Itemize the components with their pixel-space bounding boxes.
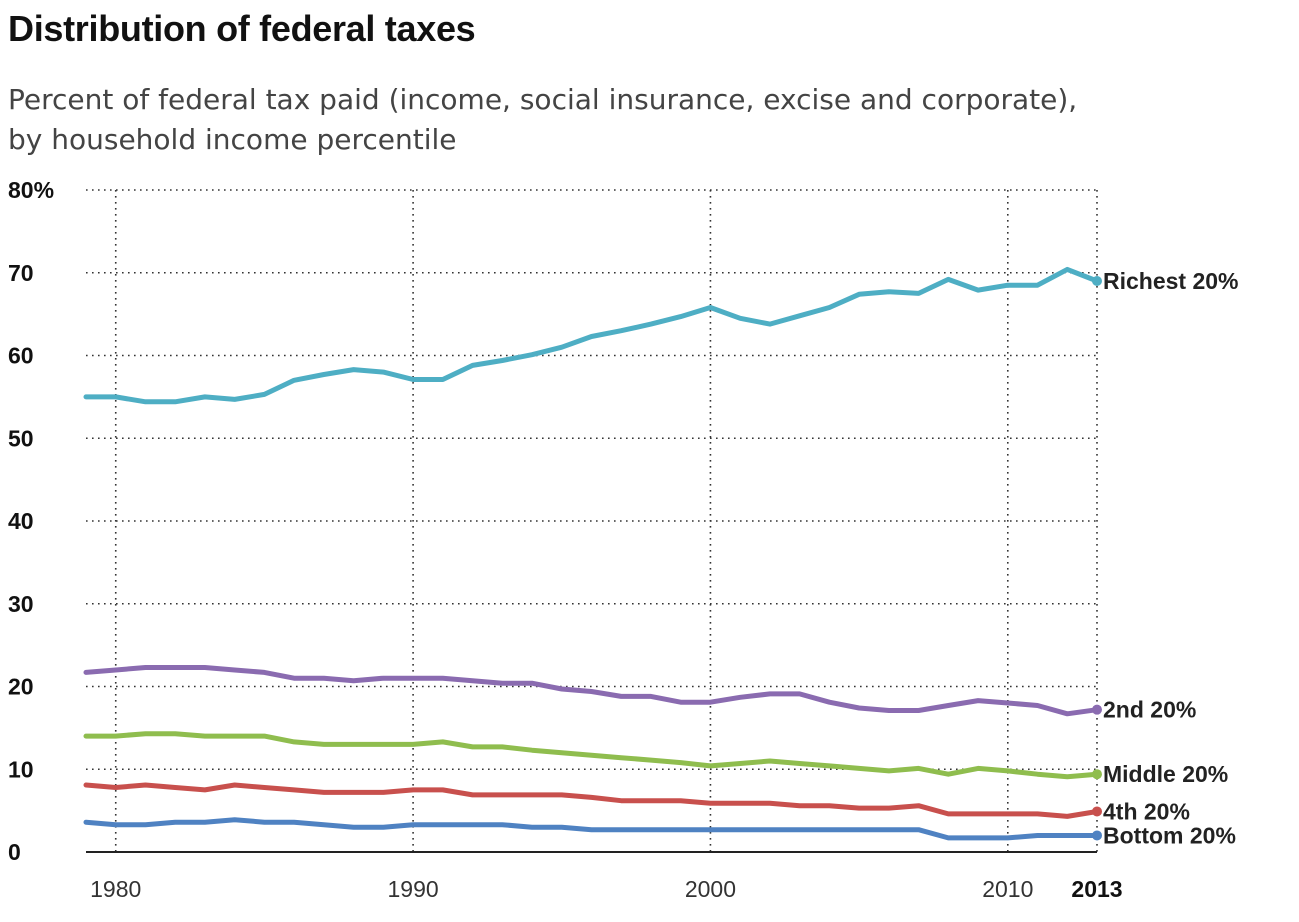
chart-title: Distribution of federal taxes [8, 8, 476, 49]
y-tick-label-50: 50 [8, 425, 34, 451]
y-tick-label-60: 60 [8, 343, 34, 369]
x-tick-label-1980: 1980 [90, 876, 141, 902]
vertical-gridlines [114, 190, 1098, 852]
x-tick-label-2013: 2013 [1071, 876, 1122, 902]
series-end-marker-richest-20 [1092, 276, 1102, 287]
y-tick-label-70: 70 [8, 260, 34, 286]
series-label-middle-20: Middle 20% [1103, 761, 1228, 787]
series-end-marker-2nd-20 [1092, 704, 1102, 715]
series-label-richest-20: Richest 20% [1103, 268, 1239, 294]
y-tick-label-80: 80% [8, 177, 54, 203]
series-end-marker-middle-20 [1092, 769, 1102, 780]
series-line-bottom-20 [83, 817, 1100, 841]
series-line-richest-20 [83, 266, 1100, 405]
y-axis-tick-labels: 80% 70 60 50 40 30 20 10 0 [8, 177, 54, 865]
series-end-labels: Richest 20% 2nd 20% Middle 20% 4th 20%Botto… [1103, 268, 1239, 848]
series-label-bottom-20: Bottom 20% [1103, 822, 1236, 848]
series-line-4th-20 [83, 782, 1100, 819]
series-label-2nd-20: 2nd 20% [1103, 697, 1196, 723]
series-line-2nd-20 [83, 665, 1100, 717]
series-line-middle-20 [83, 731, 1100, 780]
x-axis-tick-labels: 1980 1990 2000 2010 2013 [90, 876, 1122, 902]
x-tick-label-2000: 2000 [685, 876, 736, 902]
y-tick-label-10: 10 [8, 756, 34, 782]
chart-subtitle-line-2: by household income percentile [8, 123, 457, 156]
y-tick-label-30: 30 [8, 591, 34, 617]
x-tick-label-1990: 1990 [388, 876, 439, 902]
series-label-4th-20: 4th 20% [1103, 798, 1190, 824]
y-tick-label-20: 20 [8, 674, 34, 700]
y-tick-label-0: 0 [8, 839, 21, 865]
chart-subtitle-line-1: Percent of federal tax paid (income, soc… [8, 83, 1078, 116]
chart-subtitle: Percent of federal tax paid (income, soc… [8, 80, 1288, 160]
series-end-marker-4th-20 [1092, 806, 1102, 817]
y-tick-label-40: 40 [8, 508, 34, 534]
horizontal-gridlines [86, 189, 1097, 853]
series-lines [83, 266, 1102, 841]
x-tick-label-2010: 2010 [982, 876, 1033, 902]
series-end-marker-bottom-20 [1092, 830, 1102, 841]
